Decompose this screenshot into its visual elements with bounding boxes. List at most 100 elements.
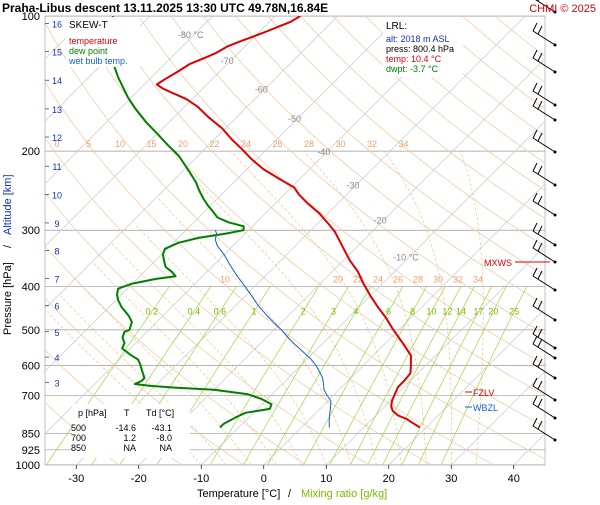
table-cell: -8.0 [156,433,172,443]
altitude-tick-label: 4 [54,353,59,363]
mixing-ratio-label: 17 [474,306,484,316]
legend-temperature: temperature [69,36,118,46]
pressure-tick-label: 600 [22,360,40,372]
table-cell: NA [123,443,136,453]
pressure-tick-label: 1000 [16,460,40,472]
dry-adiabat-label: 26 [272,139,282,149]
mixing-ratio-label: 12 [442,306,452,316]
mixing-ratio-label: 10 [427,306,437,316]
moist-adiabat-label: 34 [473,274,483,284]
isotherm-label: -10 °C [393,252,419,262]
dry-adiabat-label: 20 [178,139,188,149]
wbzl-label: WBZL [473,403,498,413]
table-cell: 700 [71,433,86,443]
altitude-tick-label: 12 [52,133,62,143]
pressure-tick-label: 200 [22,146,40,158]
table-cell: 1.2 [123,433,136,443]
dry-adiabat-label: 5 [86,139,91,149]
altitude-tick-label: 9 [54,219,59,229]
y-axis-label-pressure: Pressure [hPa] [2,262,14,335]
mixing-ratio-label: 6 [386,306,391,316]
x-tick-label: -30 [68,473,84,485]
pressure-tick-label: 400 [22,281,40,293]
lrl-temp: temp: 10.4 °C [386,54,442,64]
altitude-tick-label: 10 [52,191,62,201]
chart-title: Praha-Libus descent 13.11.2025 13:30 UTC… [2,1,328,15]
mixing-ratio-label: 25 [509,306,519,316]
mixing-ratio-label: 2 [301,306,306,316]
mxws-label: MXWS [484,258,512,268]
x-tick-label: 20 [383,473,395,485]
moist-adiabat-label: 30 [433,274,443,284]
isotherm-label: -50 [288,114,301,124]
table-cell: -43.1 [151,423,172,433]
altitude-tick-label: 13 [52,105,62,115]
dry-adiabat-label: 15 [146,139,156,149]
table-header-t: T [124,408,130,418]
mixing-ratio-label: 0.2 [146,306,159,316]
isotherm-label: -80 °C [178,30,204,40]
table-cell: NA [159,443,172,453]
lrl-dwpt: dwpt: -3.7 °C [386,64,439,74]
x-axis-label-mixing-ratio: Mixing ratio [g/kg] [301,488,387,500]
legend-dew-point: dew point [69,46,108,56]
table-cell: 500 [71,423,86,433]
altitude-tick-label: 14 [52,76,62,86]
x-axis-label-temperature: Temperature [°C] [197,488,280,500]
lrl-alt: alt: 2018 m ASL [386,34,450,44]
y-axis-label-altitude: Altitude [km] [2,174,14,235]
altitude-tick-label: 8 [54,247,59,257]
pressure-tick-label: 700 [22,390,40,402]
lrl-title: LRL: [386,21,407,32]
moist-adiabat-label: 26 [393,274,403,284]
pressure-tick-label: 850 [22,428,40,440]
moist-adiabat-label: 24 [373,274,383,284]
x-axis-label-separator: / [288,488,292,500]
altitude-tick-label: 16 [52,20,62,30]
dry-adiabat-label: 10 [115,139,125,149]
table-header-td: Td [°C] [146,408,174,418]
x-tick-label: 10 [320,473,332,485]
x-tick-label: 30 [445,473,457,485]
altitude-tick-label: 5 [54,328,59,338]
isotherm-label: -20 [374,216,387,226]
isotherm-label: -70 [221,56,234,66]
moist-adiabat-label: 20 [333,274,343,284]
pressure-tick-label: 925 [22,445,40,457]
copyright-label: CHMI © 2025 [529,3,596,15]
mixing-ratio-label: 0.4 [188,306,201,316]
mixing-ratio-label: 1 [251,306,256,316]
lrl-press: press: 800.4 hPa [386,44,454,54]
table-cell: -14.6 [115,423,136,433]
dry-adiabat-label: 34 [398,139,408,149]
altitude-tick-label: 15 [52,48,62,58]
legend-wet-bulb: wet bulb temp. [68,56,128,66]
altitude-tick-label: 11 [52,162,61,172]
mixing-ratio-label: 4 [353,306,358,316]
pressure-tick-label: 300 [22,225,40,237]
x-tick-label: 40 [508,473,520,485]
mixing-ratio-label: 8 [410,306,415,316]
x-tick-label: -20 [131,473,147,485]
mixing-ratio-label: 14 [456,306,466,316]
isotherm-label: -60 [255,84,268,94]
mixing-ratio-label: 0.6 [214,306,227,316]
altitude-tick-label: 6 [54,301,59,311]
dry-adiabat-label: 22 [209,139,219,149]
legend-chart-type: SKEW-T [69,20,108,31]
pressure-tick-label: 500 [22,325,40,337]
dry-adiabat-label: 24 [241,139,251,149]
isotherm-label: -40 [317,147,330,157]
y-axis-label-separator: / [2,244,14,248]
moist-adiabat-label: 32 [453,274,463,284]
altitude-tick-label: 7 [54,274,59,284]
mixing-ratio-label: 3 [331,306,336,316]
moist-adiabat-label: 28 [413,274,423,284]
fzlv-label: FZLV [473,388,494,398]
table-cell: 850 [71,443,86,453]
dry-adiabat-label: 32 [367,139,377,149]
dry-adiabat-label: 28 [304,139,314,149]
isotherm-label: -30 [346,180,359,190]
altitude-tick-label: 3 [54,378,59,388]
